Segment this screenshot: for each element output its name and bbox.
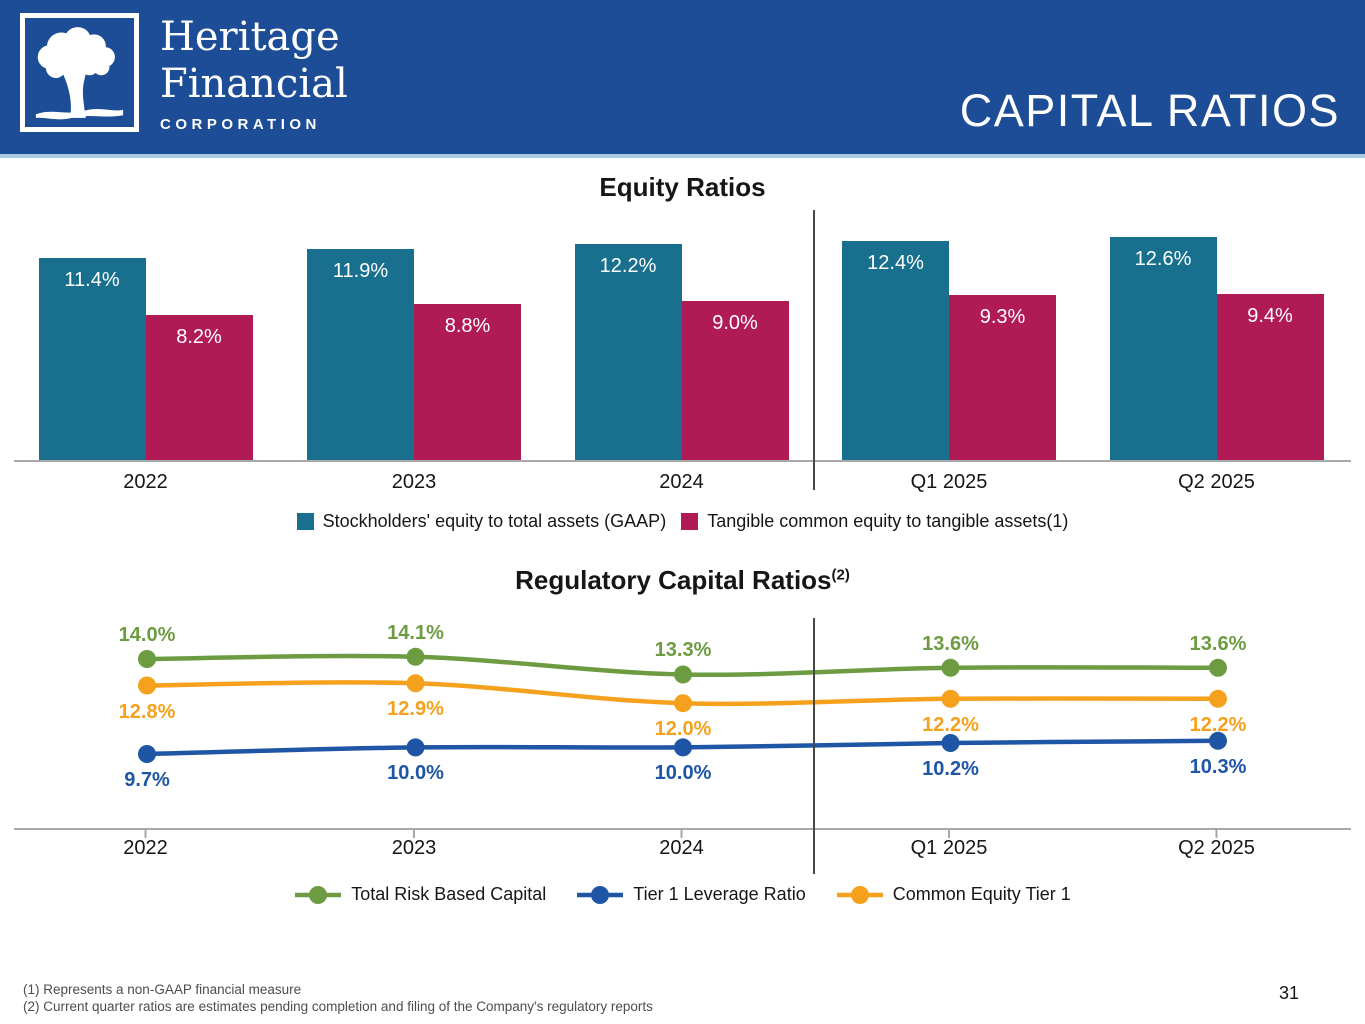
logo-wordmark: Heritage Financial CORPORATION xyxy=(160,14,348,133)
regulatory-chart-period-divider xyxy=(813,618,815,874)
bar-value-label: 9.4% xyxy=(1247,305,1293,327)
point-value-label: 10.2% xyxy=(922,758,979,780)
bar-tangible-equity-Q2-2025: 9.4% xyxy=(1216,294,1324,460)
point-value-label: 10.0% xyxy=(654,762,712,784)
equity-x-label-2023: 2023 xyxy=(391,471,437,493)
data-point-green-Q2-2025 xyxy=(1209,658,1227,677)
legend-line-marker-icon xyxy=(295,885,342,904)
regulatory-x-label-2024: 2024 xyxy=(659,837,704,859)
logo-line-3: CORPORATION xyxy=(160,115,321,133)
data-point-orange-2024 xyxy=(674,694,692,713)
data-point-blue-2023 xyxy=(406,738,425,757)
regulatory-x-label-Q2-2025: Q2 2025 xyxy=(1178,837,1255,859)
point-value-label: 12.2% xyxy=(1189,714,1247,736)
equity-ratios-title: Equity Ratios xyxy=(599,172,766,202)
data-point-orange-Q1-2025 xyxy=(941,689,960,708)
bar-gaap-equity-Q2-2025: 12.6% xyxy=(1109,237,1217,460)
legend-item: Stockholders' equity to total assets (GA… xyxy=(296,511,667,532)
legend-line-marker-icon xyxy=(836,885,883,904)
regulatory-x-label-2022: 2022 xyxy=(123,837,168,859)
regulatory-x-label-2023: 2023 xyxy=(391,837,437,859)
legend-item: Tangible common equity to tangible asset… xyxy=(681,511,1068,532)
data-point-blue-2024 xyxy=(674,738,692,757)
point-value-label: 14.0% xyxy=(118,624,176,646)
data-point-green-Q1-2025 xyxy=(941,658,960,677)
bar-value-label: 12.4% xyxy=(867,252,924,274)
header: Heritage Financial CORPORATION CAPITAL R… xyxy=(0,0,1365,158)
bar-value-label: 9.3% xyxy=(979,306,1026,328)
footnote-1: (1) Represents a non-GAAP financial meas… xyxy=(23,982,302,997)
bar-gaap-equity-2022: 11.4% xyxy=(38,258,146,460)
data-point-blue-2022 xyxy=(138,745,156,763)
equity-x-label-2022: 2022 xyxy=(123,471,168,493)
legend-label: Common Equity Tier 1 xyxy=(892,884,1071,904)
bar-value-label: 8.8% xyxy=(444,315,491,337)
legend-swatch-icon xyxy=(296,513,314,530)
tree-logo-icon xyxy=(35,27,124,120)
data-point-green-2024 xyxy=(674,665,692,684)
bar-value-label: 8.2% xyxy=(176,326,222,348)
legend-swatch-icon xyxy=(681,513,699,530)
point-value-label: 12.0% xyxy=(654,718,712,740)
bar-value-label: 11.4% xyxy=(64,269,120,291)
bar-tangible-equity-2023: 8.8% xyxy=(414,304,521,460)
bar-tangible-equity-2022: 8.2% xyxy=(145,315,253,460)
page-title: CAPITAL RATIOS xyxy=(959,85,1340,136)
legend-item: Tier 1 Leverage Ratio xyxy=(576,884,806,905)
bar-tangible-equity-Q1-2025: 9.3% xyxy=(949,295,1056,460)
page-number: 31 xyxy=(1278,983,1299,1003)
equity-x-label-Q1-2025: Q1 2025 xyxy=(910,471,988,493)
legend-item: Total Risk Based Capital xyxy=(294,884,546,905)
point-value-label: 12.2% xyxy=(922,714,979,736)
point-value-label: 13.3% xyxy=(654,639,712,661)
footnotes: (1) Represents a non-GAAP financial meas… xyxy=(23,982,653,1015)
equity-chart-legend: Stockholders' equity to total assets (GA… xyxy=(0,511,1365,532)
legend-label: Tangible common equity to tangible asset… xyxy=(707,511,1069,531)
legend-item: Common Equity Tier 1 xyxy=(836,884,1071,905)
logo-line-1: Heritage xyxy=(160,14,340,60)
legend-label: Total Risk Based Capital xyxy=(351,884,547,904)
point-value-label: 9.7% xyxy=(124,769,170,791)
point-value-label: 12.9% xyxy=(387,698,444,720)
bar-value-label: 11.9% xyxy=(332,260,389,282)
bar-value-label: 12.6% xyxy=(1134,248,1192,270)
legend-line-marker-icon xyxy=(577,885,624,904)
legend-label: Stockholders' equity to total assets (GA… xyxy=(322,511,667,531)
data-point-orange-2023 xyxy=(406,674,425,693)
line-orange xyxy=(146,680,1219,707)
bar-value-label: 12.2% xyxy=(599,255,657,277)
bar-gaap-equity-2024: 12.2% xyxy=(574,244,682,460)
logo-line-2: Financial xyxy=(160,60,348,107)
data-point-orange-Q2-2025 xyxy=(1209,689,1227,708)
point-value-label: 13.6% xyxy=(922,633,979,655)
regulatory-chart-legend: Total Risk Based Capital Tier 1 Leverage … xyxy=(0,884,1365,905)
bar-tangible-equity-2024: 9.0% xyxy=(681,301,789,460)
regulatory-x-label-Q1-2025: Q1 2025 xyxy=(910,837,988,859)
point-value-label: 14.1% xyxy=(387,622,444,644)
company-logo xyxy=(20,13,139,132)
bar-gaap-equity-2023: 11.9% xyxy=(307,249,414,460)
point-value-label: 10.3% xyxy=(1189,756,1247,778)
regulatory-ratios-title: Regulatory Capital Ratios(2) xyxy=(515,565,850,595)
point-value-label: 10.0% xyxy=(387,762,444,784)
equity-chart-period-divider xyxy=(813,210,815,490)
data-point-orange-2022 xyxy=(138,676,156,695)
legend-label: Tier 1 Leverage Ratio xyxy=(633,884,806,904)
equity-x-label-Q2-2025: Q2 2025 xyxy=(1178,471,1255,493)
footnote-2: (2) Current quarter ratios are estimates… xyxy=(23,998,653,1014)
point-value-label: 12.8% xyxy=(118,701,176,723)
data-point-green-2022 xyxy=(138,650,156,668)
bar-gaap-equity-Q1-2025: 12.4% xyxy=(842,241,949,460)
bar-value-label: 9.0% xyxy=(712,312,758,334)
equity-x-label-2024: 2024 xyxy=(659,471,704,493)
regulatory-chart-axis xyxy=(14,828,1351,830)
equity-chart-axis xyxy=(14,460,1351,462)
data-point-green-2023 xyxy=(406,647,425,666)
line-blue xyxy=(146,738,1219,757)
point-value-label: 13.6% xyxy=(1189,633,1247,655)
